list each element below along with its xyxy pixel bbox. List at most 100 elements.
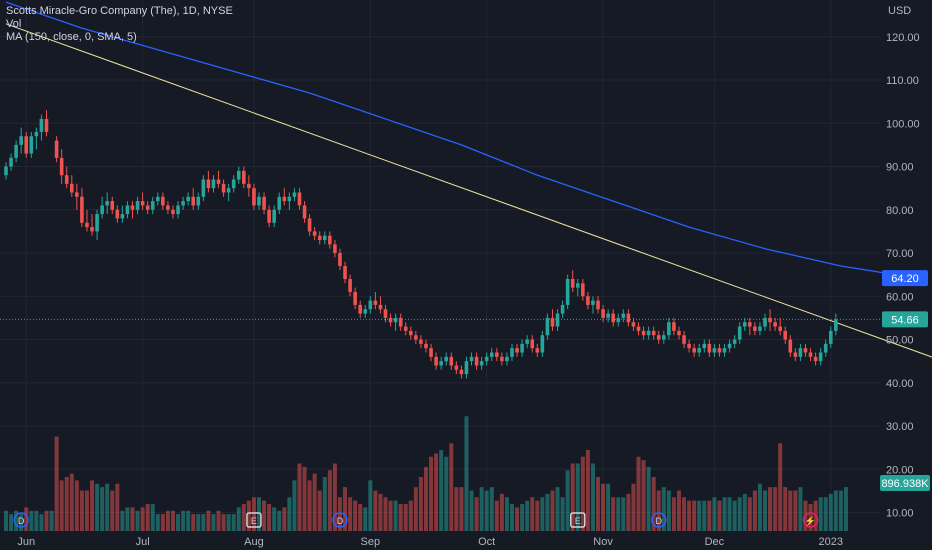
- candle-body: [525, 339, 529, 344]
- candle-body: [474, 356, 479, 366]
- x-tick-label: Oct: [478, 536, 495, 548]
- volume-bar: [221, 514, 226, 531]
- candle-body: [783, 330, 788, 340]
- ma-last-tag: 64.20: [891, 273, 919, 285]
- volume-bar: [439, 450, 444, 531]
- x-tick-label: Jun: [17, 536, 35, 548]
- event-marker[interactable]: D: [332, 512, 348, 528]
- candle-body: [545, 317, 550, 336]
- volume-bar: [130, 507, 135, 531]
- candle-body: [358, 304, 362, 314]
- candle-body: [793, 352, 798, 357]
- volume-bar: [560, 497, 565, 531]
- time-axis: Jun Jul Aug Sep Oct Nov Dec 2023: [17, 536, 843, 548]
- volume-bar: [818, 497, 823, 531]
- y-tick-label: 40.00: [886, 378, 914, 390]
- event-shape: [13, 512, 29, 528]
- volume-bar: [823, 497, 828, 531]
- volume-last-tag-bg: [880, 475, 930, 491]
- candle-body: [631, 322, 636, 327]
- volume-bar: [165, 510, 170, 531]
- volume-bar: [520, 504, 525, 531]
- candle-body: [489, 352, 494, 357]
- volume-bar: [621, 497, 626, 531]
- x-tick-label: Dec: [705, 536, 725, 548]
- candle-body: [565, 278, 570, 305]
- candle-body: [495, 352, 499, 357]
- candle-body: [575, 283, 580, 288]
- candle-body: [798, 348, 803, 357]
- event-marker[interactable]: E: [570, 512, 586, 528]
- candle-body: [166, 205, 170, 210]
- symbol-title[interactable]: Scotts Miracle-Gro Company (The), 1D, NY…: [6, 5, 233, 17]
- volume-bar: [449, 443, 454, 531]
- candle-body: [262, 196, 266, 210]
- volume-bar: [808, 504, 813, 531]
- volume-bar: [474, 497, 479, 531]
- candles: [4, 110, 838, 379]
- volume-bar: [322, 477, 327, 531]
- volume-bar: [489, 487, 494, 531]
- y-tick-label: 70.00: [886, 248, 914, 260]
- legend: Scotts Miracle-Gro Company (The), 1D, NY…: [6, 5, 233, 44]
- price-axis: USD 120.00 110.00 100.00 90.00 80.00 70.00 60.0…: [886, 5, 920, 520]
- volume-bar: [74, 480, 79, 531]
- candle-body: [328, 235, 332, 245]
- event-marker[interactable]: D: [650, 512, 667, 528]
- candle-body: [439, 361, 443, 366]
- candle-body: [145, 205, 150, 210]
- volume-bar: [712, 497, 717, 531]
- event-shape: [570, 512, 586, 528]
- candle-body: [570, 278, 575, 288]
- volume-bar: [39, 514, 44, 531]
- volume-bar: [317, 490, 322, 531]
- volume-bar: [353, 500, 358, 531]
- candle-body: [130, 205, 135, 210]
- candle-body: [697, 348, 702, 353]
- candle-body: [90, 227, 94, 232]
- candle-body: [808, 352, 813, 357]
- candle-body: [788, 339, 793, 353]
- candle-body: [140, 201, 145, 206]
- candle-body: [540, 335, 545, 353]
- candle-body: [201, 179, 206, 197]
- trendline[interactable]: [5, 23, 932, 370]
- candle-body: [677, 330, 681, 336]
- ma-indicator-label[interactable]: MA (150, close, 0, SMA, 5): [6, 31, 137, 43]
- candle-body: [267, 209, 271, 223]
- volume-bar: [393, 500, 398, 531]
- event-marker[interactable]: D: [13, 512, 29, 528]
- candle-body: [656, 335, 661, 340]
- volume-bar: [636, 456, 641, 531]
- volume-bar: [585, 450, 590, 531]
- volume-bar: [363, 507, 368, 531]
- candle-body: [292, 192, 297, 197]
- volume-indicator-label[interactable]: Vol: [6, 18, 22, 30]
- candle-body: [818, 352, 823, 362]
- candle-body: [626, 313, 631, 323]
- event-marker[interactable]: ⚡: [802, 512, 819, 528]
- volume-bar: [565, 470, 570, 531]
- volume-bar: [84, 490, 89, 531]
- candle-body: [742, 322, 747, 327]
- volume-bar: [601, 483, 606, 531]
- event-marker[interactable]: E: [246, 512, 262, 528]
- volume-bar: [170, 510, 175, 531]
- volume-bar: [196, 514, 201, 531]
- volume-bar: [692, 500, 697, 531]
- volume-bar: [343, 487, 348, 531]
- volume-bar: [282, 507, 287, 531]
- volume-bar: [504, 497, 509, 531]
- volume-bar: [59, 480, 64, 531]
- volume-bar: [29, 510, 34, 531]
- volume-bar: [262, 500, 267, 531]
- volume-bar: [79, 490, 84, 531]
- volume-bar: [34, 510, 39, 531]
- volume-bar: [434, 453, 439, 531]
- candle-body: [550, 317, 555, 327]
- x-tick-label: Aug: [244, 536, 264, 548]
- x-tick-label: 2023: [819, 536, 843, 548]
- candle-body: [768, 317, 772, 323]
- last-price-tag-bg: [882, 311, 928, 328]
